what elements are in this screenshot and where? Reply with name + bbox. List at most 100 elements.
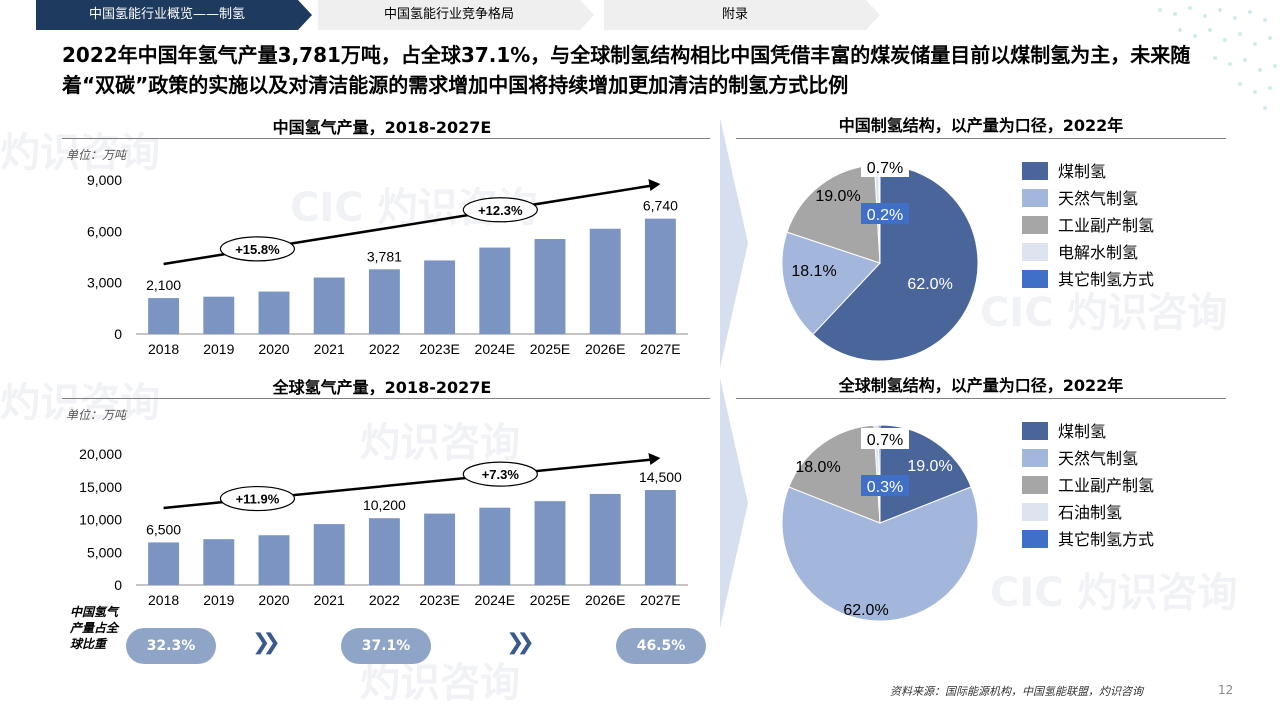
- y-tick-label: 15,000: [79, 479, 122, 495]
- cagr-label: +12.3%: [478, 203, 523, 218]
- pie-data-label: 18.0%: [795, 459, 840, 476]
- bar: [644, 490, 676, 585]
- legend-label: 电解水制氢: [1058, 244, 1138, 262]
- legend-label: 其它制氢方式: [1058, 531, 1154, 549]
- cagr-badge: [462, 461, 538, 487]
- legend-label: 煤制氢: [1058, 163, 1106, 181]
- global-structure-title: 全球制氢结构，以产量为口径，2022年: [838, 376, 1124, 395]
- x-tick-label: 2019: [203, 341, 234, 357]
- cagr-badge: [219, 485, 296, 512]
- x-tick-label: 2025E: [530, 592, 570, 608]
- legend-swatch: [1022, 243, 1048, 261]
- tab-active-arrow: [298, 0, 312, 30]
- bar: [534, 501, 566, 585]
- x-tick-label: 2023E: [419, 341, 459, 357]
- trend-arrowhead: [648, 453, 661, 465]
- tab-arrow: [580, 0, 594, 30]
- legend-swatch: [1022, 503, 1048, 521]
- bar: [148, 542, 180, 585]
- tab-hydrogen-overview[interactable]: 中国氢能行业概览——制氢: [36, 0, 298, 30]
- legend-swatch: [1022, 422, 1048, 440]
- pie-label-box: [861, 475, 909, 496]
- legend-swatch: [1022, 216, 1048, 234]
- legend-label: 天然气制氢: [1058, 190, 1138, 208]
- data-label: 2,100: [146, 277, 181, 293]
- pie-slice: [879, 424, 972, 524]
- divider: [62, 138, 710, 139]
- x-tick-label: 2020: [258, 341, 289, 357]
- x-tick-label: 2020: [258, 592, 289, 608]
- pie-data-label: 62.0%: [907, 276, 952, 293]
- legend-swatch: [1022, 270, 1048, 288]
- pie-data-label: 0.7%: [867, 160, 903, 177]
- pie-label-box: [861, 203, 909, 224]
- chevron-divider: [720, 118, 748, 628]
- share-label: 中国氢气产量占全球比重: [70, 605, 119, 651]
- pie-data-label: 0.7%: [867, 432, 903, 449]
- bar: [589, 228, 621, 334]
- x-tick-label: 2024E: [475, 592, 515, 608]
- global-production-title: 全球氢气产量，2018-2027E: [272, 378, 492, 397]
- data-label: 6,740: [643, 198, 678, 214]
- bar: [644, 218, 676, 334]
- global-structure-pie: 19.0% 62.0% 18.0% 0.7% 0.3% 煤制氢天然气制氢工业副产制氢石油制…: [781, 422, 1154, 622]
- bar: [258, 291, 290, 334]
- x-tick-label: 2022: [369, 341, 400, 357]
- legend-label: 工业副产制氢: [1058, 217, 1154, 235]
- pie-data-label: 0.3%: [867, 479, 903, 496]
- share-pill-2022: 37.1%: [341, 628, 431, 664]
- cagr-badge: [462, 197, 538, 223]
- china-structure-title: 中国制氢结构，以产量为口径，2022年: [838, 116, 1124, 135]
- y-tick-label: 10,000: [79, 512, 122, 528]
- china-production-title: 中国氢气产量，2018-2027E: [272, 118, 492, 137]
- x-tick-label: 2019: [203, 592, 234, 608]
- tab-competition[interactable]: 中国氢能行业竞争格局: [318, 0, 580, 30]
- pie-data-label: 0.2%: [867, 207, 903, 224]
- divider: [62, 398, 710, 399]
- bar: [424, 260, 456, 334]
- global-production-chart: 0 5,000 10,000 15,000 20,000 2018 6,500 2019 202…: [79, 446, 688, 608]
- trend-arrowhead: [648, 179, 661, 191]
- bar: [313, 524, 345, 585]
- source-note: 资料来源：国际能源机构，中国氢能联盟，灼识咨询: [890, 685, 1143, 698]
- pie-data-label: 62.0%: [843, 602, 888, 619]
- divider: [736, 398, 1226, 399]
- y-tick-label: 0: [114, 577, 122, 593]
- legend-swatch: [1022, 449, 1048, 467]
- bar: [203, 539, 235, 585]
- pie-slice: [877, 424, 881, 524]
- bar: [534, 239, 566, 334]
- pie-data-label: 19.0%: [815, 188, 860, 205]
- cagr-label: +11.9%: [236, 492, 280, 507]
- y-tick-label: 0: [114, 326, 122, 342]
- bar: [148, 298, 180, 334]
- bar: [479, 507, 511, 585]
- bar: [313, 277, 345, 334]
- pie-slice: [788, 424, 881, 524]
- pie-data-label: 18.1%: [791, 263, 836, 280]
- x-tick-label: 2027E: [640, 341, 680, 357]
- data-label: 10,200: [363, 497, 406, 513]
- legend-label: 天然气制氢: [1058, 450, 1138, 468]
- bar: [368, 269, 400, 334]
- decorative-dots: [1158, 6, 1277, 110]
- tab-appendix[interactable]: 附录: [604, 0, 866, 30]
- y-tick-label: 6,000: [87, 223, 122, 239]
- x-tick-label: 2023E: [419, 592, 459, 608]
- page-number: 12: [1218, 683, 1234, 697]
- x-tick-label: 2025E: [530, 341, 570, 357]
- x-tick-label: 2021: [314, 592, 345, 608]
- section-tab-bar: 中国氢能行业概览——制氢 中国氢能行业竞争格局 附录: [0, 0, 1280, 32]
- chevron-right-icon: ❯❯: [252, 630, 281, 655]
- x-tick-label: 2022: [369, 592, 400, 608]
- y-tick-label: 9,000: [87, 172, 122, 188]
- legend-swatch: [1022, 476, 1048, 494]
- legend-swatch: [1022, 189, 1048, 207]
- page-headline: 2022年中国年氢气产量3,781万吨，占全球37.1%，与全球制氢结构相比中国…: [62, 43, 1191, 97]
- legend-label: 工业副产制氢: [1058, 477, 1154, 495]
- legend-label: 煤制氢: [1058, 423, 1106, 441]
- data-label: 6,500: [146, 521, 181, 537]
- china-structure-pie: 62.0% 18.1% 19.0% 0.7% 0.2% 煤制氢天然气制氢工业副产制氢电解水…: [781, 156, 1154, 362]
- tab-arrow: [866, 0, 880, 30]
- share-pill-2027e: 46.5%: [616, 628, 706, 664]
